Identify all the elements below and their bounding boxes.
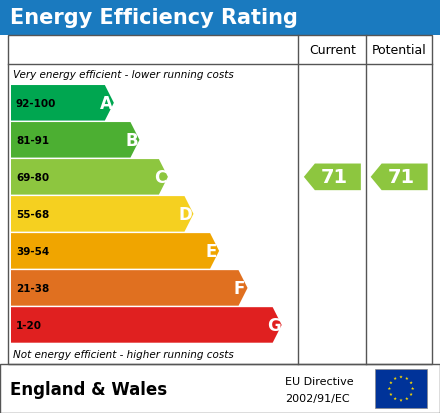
Polygon shape — [399, 399, 403, 402]
Polygon shape — [370, 164, 428, 191]
Polygon shape — [11, 234, 219, 269]
Polygon shape — [11, 197, 194, 232]
Text: Very energy efficient - lower running costs: Very energy efficient - lower running co… — [13, 70, 234, 80]
Polygon shape — [399, 375, 403, 378]
Polygon shape — [409, 381, 413, 384]
Polygon shape — [11, 160, 168, 195]
Text: G: G — [267, 316, 281, 334]
Polygon shape — [393, 397, 397, 400]
Polygon shape — [389, 393, 392, 396]
Text: EU Directive: EU Directive — [285, 376, 354, 386]
Polygon shape — [405, 377, 408, 380]
Polygon shape — [11, 271, 248, 306]
Text: Energy Efficiency Rating: Energy Efficiency Rating — [10, 8, 298, 28]
Text: C: C — [154, 169, 166, 186]
Text: B: B — [125, 131, 138, 150]
Text: 2002/91/EC: 2002/91/EC — [285, 394, 350, 404]
Bar — [8, 36, 432, 364]
Polygon shape — [411, 387, 414, 390]
Text: 92-100: 92-100 — [16, 99, 56, 109]
Text: Potential: Potential — [372, 44, 426, 57]
Text: 71: 71 — [321, 168, 348, 187]
Polygon shape — [393, 377, 397, 380]
Text: 21-38: 21-38 — [16, 283, 49, 293]
Bar — [0, 0, 440, 36]
Text: D: D — [179, 205, 192, 223]
Polygon shape — [409, 393, 413, 396]
Text: E: E — [205, 242, 217, 260]
Text: 39-54: 39-54 — [16, 246, 49, 256]
Polygon shape — [11, 86, 114, 121]
Text: 69-80: 69-80 — [16, 172, 49, 183]
Polygon shape — [11, 123, 139, 158]
Text: 81-91: 81-91 — [16, 135, 49, 145]
Text: 1-20: 1-20 — [16, 320, 42, 330]
Polygon shape — [405, 397, 408, 400]
Text: 55-68: 55-68 — [16, 209, 49, 219]
Text: F: F — [234, 279, 245, 297]
Polygon shape — [304, 164, 361, 191]
Text: A: A — [99, 95, 112, 112]
Polygon shape — [11, 307, 282, 343]
Bar — [375, 369, 427, 408]
Text: 71: 71 — [388, 168, 415, 187]
Text: Not energy efficient - higher running costs: Not energy efficient - higher running co… — [13, 349, 234, 359]
Polygon shape — [388, 387, 391, 390]
Text: Current: Current — [309, 44, 356, 57]
Bar — [0, 364, 440, 413]
Text: England & Wales: England & Wales — [10, 380, 167, 398]
Polygon shape — [389, 381, 392, 384]
